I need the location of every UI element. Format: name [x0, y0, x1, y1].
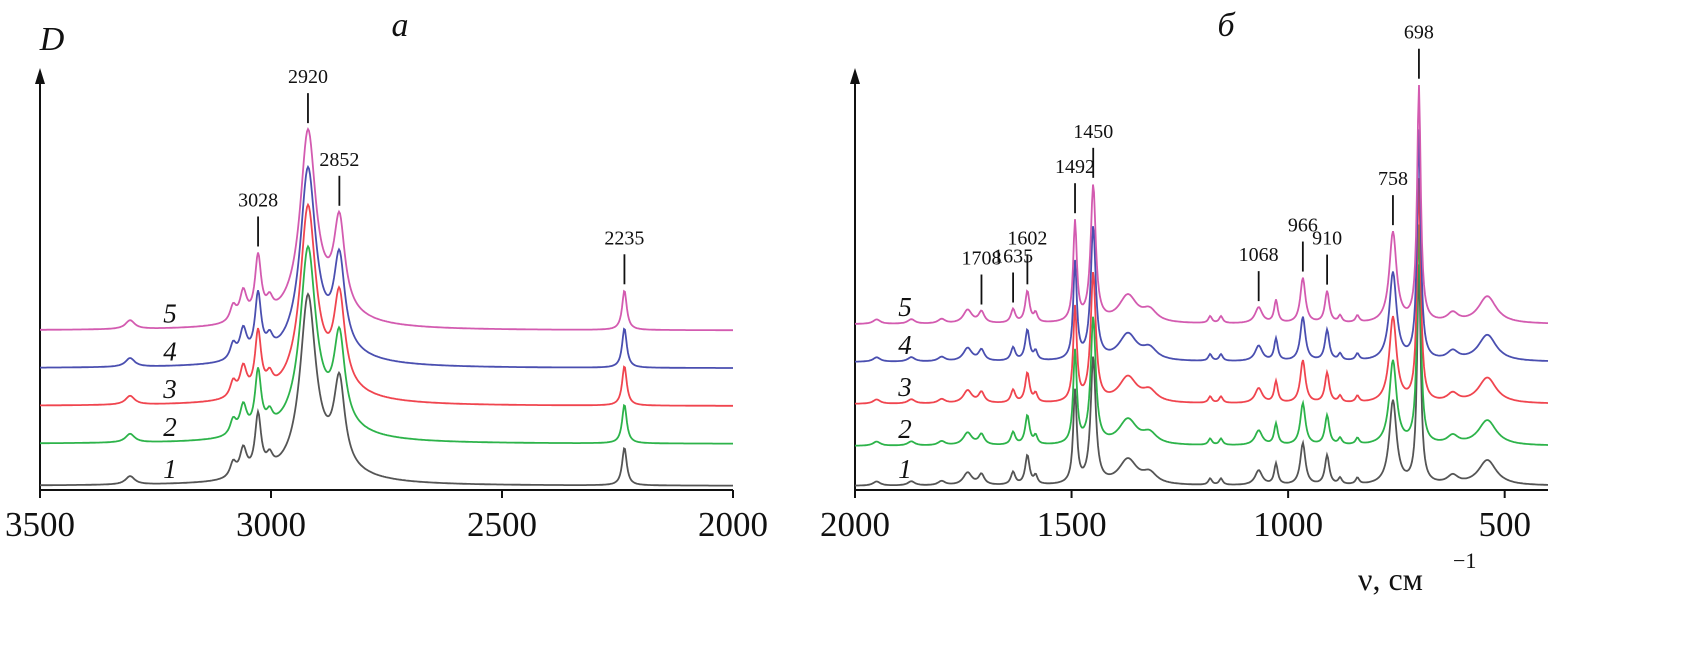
curve-label-3: 3: [162, 374, 177, 404]
peak-label: 1492: [1055, 156, 1095, 178]
spectrum-line-4: [855, 129, 1549, 363]
x-tick-label: 1000: [1253, 505, 1323, 544]
x-axis-label-superscript: −1: [1453, 548, 1476, 573]
panel-a: 3500 3000 2500 2000 а D 1 2 3 4 5 3028 2920 2852 2235: [5, 7, 768, 544]
curve-label-1: 1: [163, 454, 177, 484]
peak-label: 1068: [1239, 244, 1279, 266]
spectrum-line-4: [40, 164, 733, 369]
curve-label-4: 4: [898, 330, 912, 360]
x-tick-label: 3000: [236, 505, 306, 544]
x-axis-label: ν, см: [1358, 561, 1423, 597]
x-tick-label: 2500: [467, 505, 537, 544]
peak-label: 910: [1312, 228, 1342, 250]
curve-label-5: 5: [163, 299, 177, 329]
x-tick-label: 3500: [5, 505, 75, 544]
peak-label: 966: [1288, 215, 1318, 237]
spectrum-line-1: [854, 264, 1548, 487]
curve-label-5: 5: [898, 292, 912, 322]
x-tick-label: 2000: [820, 505, 890, 544]
curve-label-3: 3: [897, 372, 912, 402]
peak-label: 2235: [604, 227, 644, 249]
peak-label: 1635: [993, 246, 1033, 268]
peak-label: 2920: [288, 66, 328, 88]
peak-label: 1450: [1073, 121, 1113, 143]
spectrum-line-3: [40, 202, 733, 407]
y-axis-arrow-icon: [35, 68, 45, 84]
curve-label-1: 1: [898, 454, 912, 484]
y-axis-arrow-icon: [850, 68, 860, 84]
spectrum-line-3: [855, 178, 1548, 405]
peak-label: 758: [1378, 168, 1408, 190]
panel-title: б: [1217, 7, 1236, 44]
curve-label-2: 2: [898, 414, 912, 444]
x-tick-label: 2000: [698, 505, 768, 544]
peak-label: 2852: [319, 149, 359, 171]
spectrum-line-2: [40, 244, 733, 445]
spectrum-line-5: [855, 84, 1548, 325]
curve-label-4: 4: [163, 336, 177, 366]
peak-label: 1602: [1007, 227, 1047, 249]
peak-label: 1708: [961, 248, 1001, 270]
panel-title: а: [392, 7, 409, 44]
y-axis-label: D: [39, 21, 65, 58]
peak-label: 698: [1404, 22, 1434, 44]
peak-label: 3028: [238, 189, 278, 211]
x-tick-label: 1500: [1037, 505, 1107, 544]
spectrum-line-2: [854, 224, 1548, 447]
panel-b: 2000 1500 1000 500 б ν, см −1 1 2 3 4 5 170816351602…: [820, 7, 1549, 597]
x-tick-label: 500: [1478, 505, 1531, 544]
spectrum-line-1: [40, 292, 733, 487]
curve-label-2: 2: [163, 412, 177, 442]
spectrum-line-5: [40, 127, 733, 332]
